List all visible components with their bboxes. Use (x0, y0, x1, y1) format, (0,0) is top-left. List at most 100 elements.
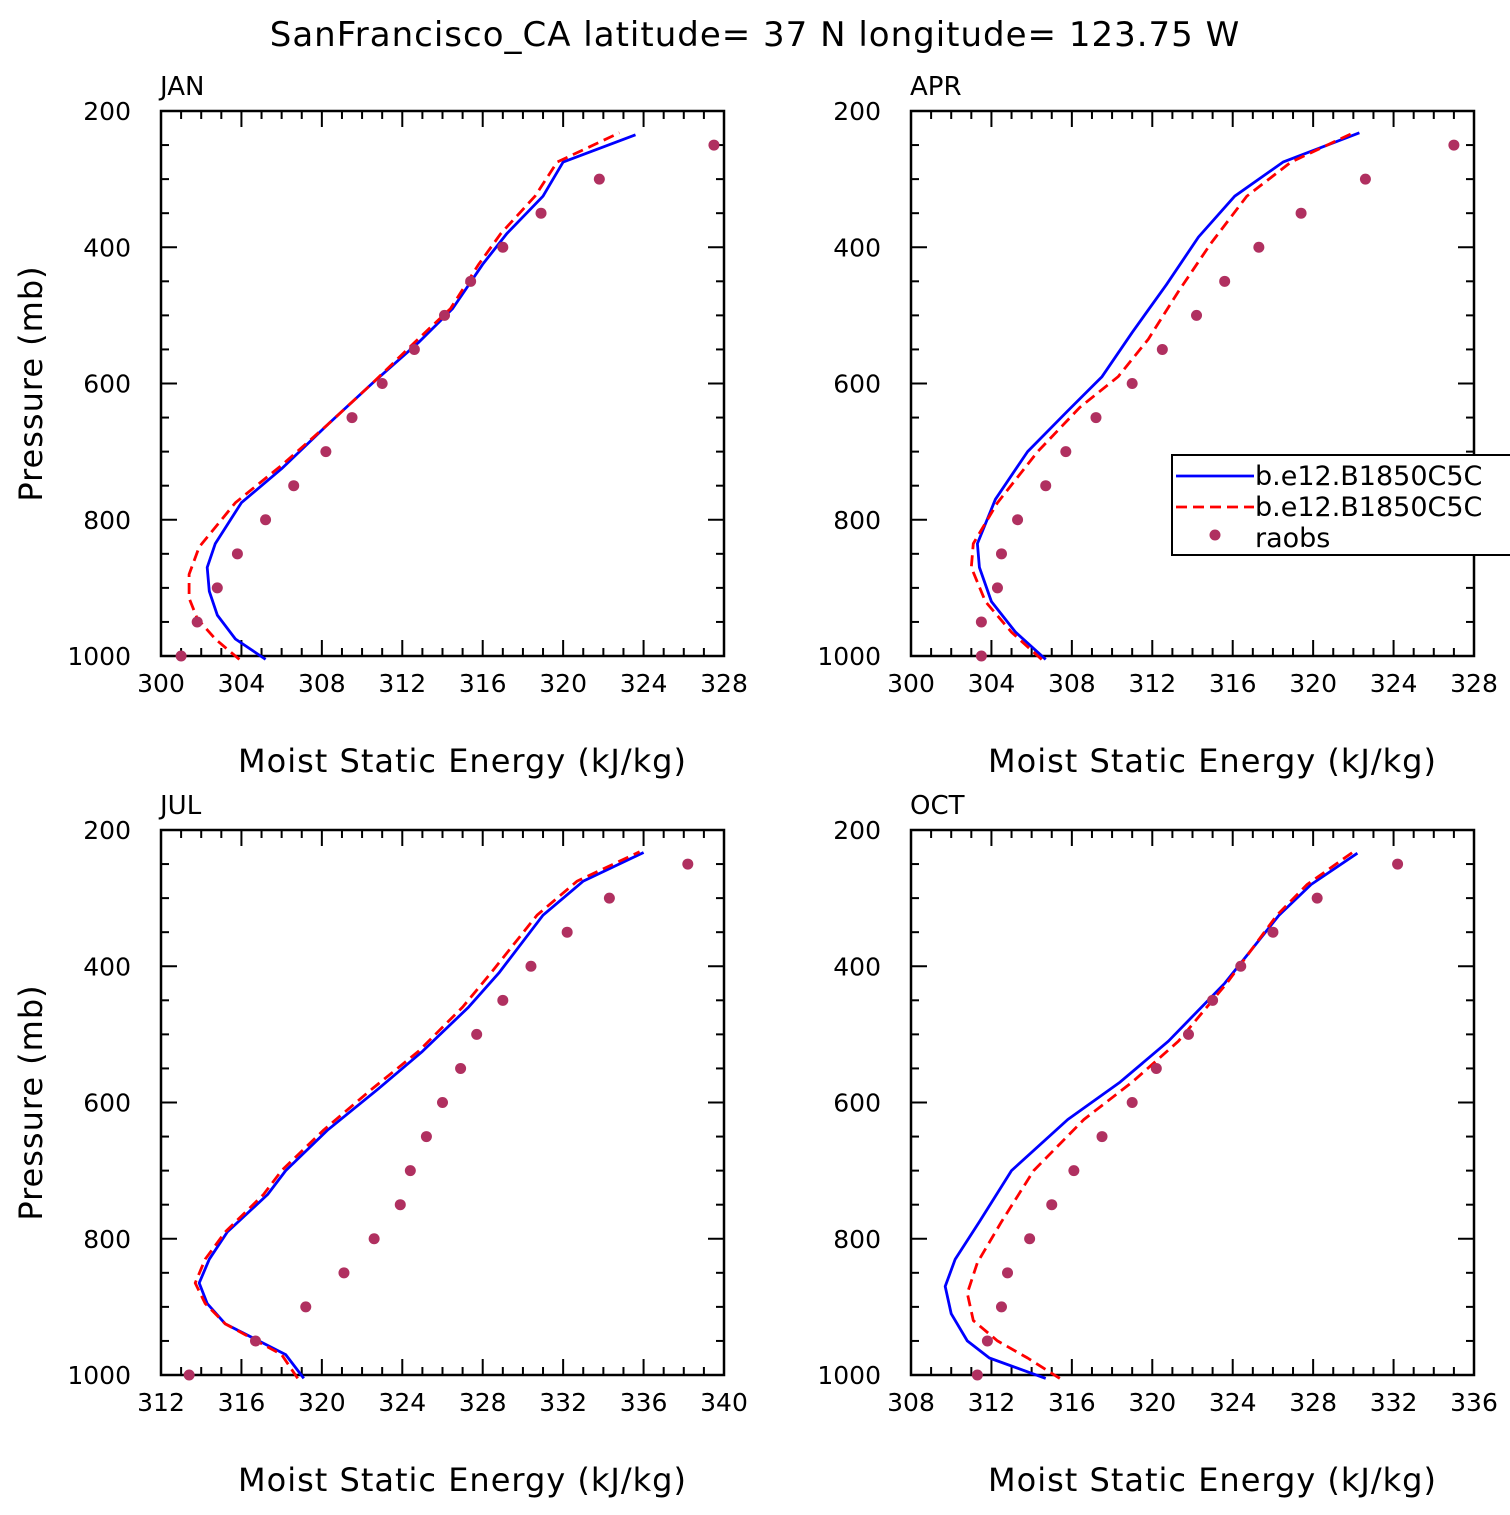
x-tick-label: 312 (968, 1388, 1016, 1417)
y-tick-label: 400 (83, 952, 131, 981)
x-tick-label: 316 (1048, 1388, 1096, 1417)
x-tick-label: 316 (218, 1388, 266, 1417)
x-tick-label: 324 (1209, 1388, 1257, 1417)
x-tick-label: 324 (1370, 669, 1418, 698)
panel-apr: APR 300 304 308 312 316 320 324 328 200 400 600 800 1… (817, 72, 1497, 780)
x-tick-label: 304 (968, 669, 1016, 698)
raobs-point (175, 650, 187, 662)
series-line-dashed (969, 131, 1354, 661)
raobs-point (603, 892, 615, 904)
y-axis-label: Pressure (mb) (12, 265, 50, 501)
raobs-point (471, 1028, 483, 1040)
y-tick-label: 200 (833, 816, 881, 845)
x-tick-label: 320 (298, 1388, 346, 1417)
x-tick-label: 312 (137, 1388, 185, 1417)
raobs-point (975, 616, 987, 628)
raobs-point (1191, 309, 1203, 321)
x-tick-label: 312 (378, 669, 426, 698)
raobs-point (288, 480, 300, 492)
raobs-point (1448, 139, 1460, 151)
raobs-point (995, 548, 1007, 560)
raobs-point (991, 582, 1003, 594)
raobs-point (191, 616, 203, 628)
chart-title: SanFrancisco_CA latitude= 37 N longitude… (270, 15, 1241, 55)
y-tick-label: 400 (833, 233, 881, 262)
raobs-point (995, 1301, 1007, 1313)
series-line-solid (197, 851, 645, 1380)
legend-box (1171, 454, 1510, 556)
panel-jan: JAN 300 304 308 312 316 320 324 328 200 400 600 800 1… (12, 72, 748, 780)
raobs-point (1002, 1267, 1014, 1279)
raobs-point (1126, 1097, 1138, 1108)
y-tick-label: 200 (83, 97, 131, 126)
raobs-point (1359, 173, 1371, 185)
plot-frame (159, 109, 726, 658)
raobs-point (211, 582, 223, 594)
series-line-dashed (187, 131, 620, 661)
raobs-point (420, 1131, 432, 1143)
raobs-point (394, 1199, 406, 1211)
raobs-point (183, 1369, 195, 1381)
y-tick-label: 400 (833, 952, 881, 981)
series-line-solid (943, 852, 1359, 1380)
raobs-point (1311, 892, 1323, 904)
panel-label: JAN (158, 72, 204, 102)
x-tick-label: 316 (1209, 669, 1257, 698)
raobs-point (300, 1301, 312, 1313)
raobs-point (455, 1062, 467, 1074)
raobs-point (346, 412, 358, 424)
y-tick-label: 600 (83, 1089, 131, 1118)
legend-label: raobs (1255, 523, 1330, 554)
x-tick-label: 308 (887, 1388, 935, 1417)
raobs-point (1040, 480, 1052, 492)
x-tick-label: 340 (700, 1388, 748, 1417)
raobs-point (1150, 1062, 1162, 1074)
y-tick-label: 200 (833, 97, 881, 126)
x-axis-label: Moist Static Energy (kJ/kg) (238, 742, 687, 780)
x-tick-label: 332 (1370, 1388, 1418, 1417)
x-tick-label: 320 (1289, 669, 1337, 698)
series-line-solid (205, 133, 636, 661)
x-tick-label: 324 (378, 1388, 426, 1417)
raobs-point (561, 926, 573, 938)
raobs-point (260, 514, 272, 526)
raobs-point (250, 1335, 262, 1347)
panel-label: JUL (158, 791, 202, 821)
raobs-point (975, 650, 987, 662)
raobs-point (497, 994, 509, 1006)
raobs-point (1219, 275, 1231, 287)
legend-marker-dot (1209, 529, 1221, 541)
x-tick-label: 336 (1450, 1388, 1498, 1417)
raobs-point (708, 139, 720, 151)
x-tick-label: 320 (539, 669, 587, 698)
raobs-point (682, 858, 694, 870)
raobs-point (338, 1267, 350, 1279)
raobs-point (439, 309, 451, 321)
raobs-point (1253, 241, 1265, 253)
panel-label: APR (910, 72, 962, 102)
y-tick-label: 1000 (817, 642, 881, 671)
x-axis-label: Moist Static Energy (kJ/kg) (988, 1461, 1437, 1499)
x-tick-label: 328 (1450, 669, 1498, 698)
raobs-point (404, 1165, 416, 1177)
raobs-point (376, 378, 388, 389)
raobs-point (1182, 1028, 1194, 1040)
y-tick-label: 1000 (67, 642, 131, 671)
panel-oct: OCT 308 312 316 320 324 328 332 336 200 400 600 800 1… (817, 791, 1497, 1499)
x-axis-label: Moist Static Energy (kJ/kg) (238, 1461, 687, 1499)
raobs-point (1267, 926, 1279, 938)
x-axis-label: Moist Static Energy (kJ/kg) (988, 742, 1437, 780)
raobs-point (1012, 514, 1024, 526)
raobs-point (1068, 1165, 1080, 1177)
y-tick-label: 800 (833, 1225, 881, 1254)
x-tick-label: 304 (218, 669, 266, 698)
raobs-point (971, 1369, 983, 1381)
x-tick-label: 308 (298, 669, 346, 698)
x-tick-label: 332 (539, 1388, 587, 1417)
series-line-solid (976, 131, 1360, 661)
y-tick-label: 800 (83, 506, 131, 535)
raobs-point (1207, 994, 1219, 1006)
